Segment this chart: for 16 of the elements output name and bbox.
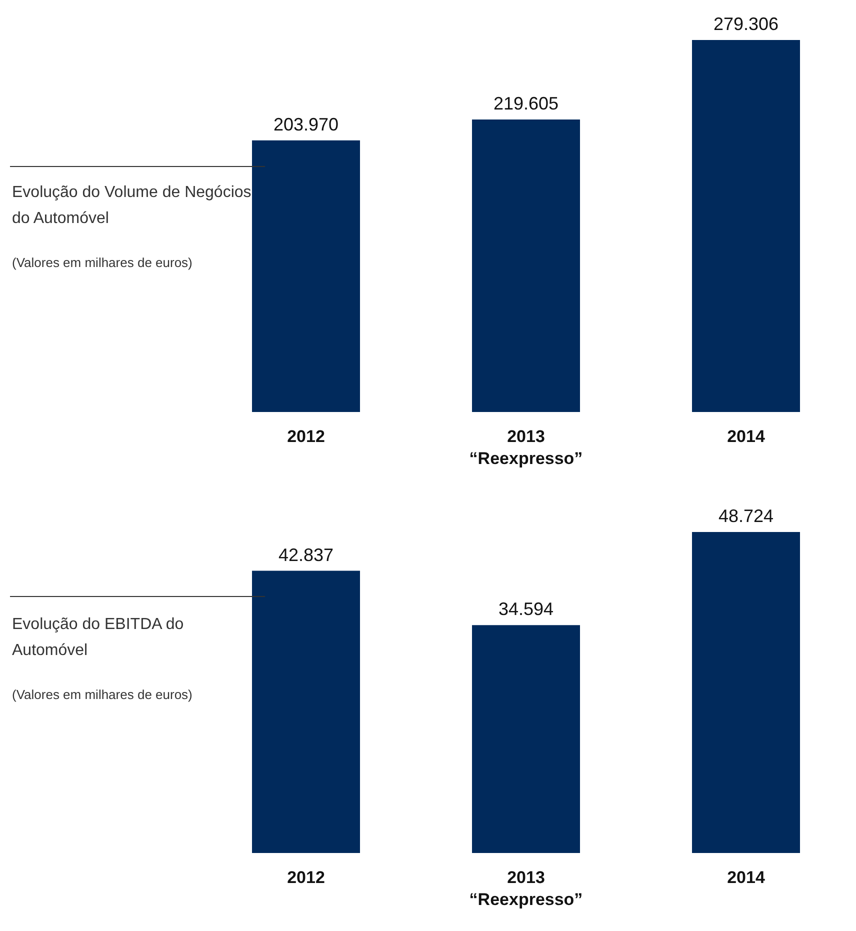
data-label: 34.594 bbox=[498, 599, 554, 620]
data-label: 48.724 bbox=[718, 506, 774, 526]
x-tick-label: 2012 bbox=[287, 868, 325, 887]
x-tick-label: 2014 bbox=[727, 868, 766, 887]
data-label: 219.605 bbox=[493, 94, 559, 114]
text: (Valores em milhares de euros) bbox=[12, 254, 194, 272]
x-tick-label: 2012 bbox=[287, 427, 325, 446]
data-label: 279.306 bbox=[713, 14, 779, 34]
data-label: 203.970 bbox=[273, 114, 339, 134]
data-label: 42.837 bbox=[278, 544, 334, 565]
text: (Valores em milhares de euros) bbox=[12, 686, 194, 704]
x-tick-label: 2013 “Reexpresso” bbox=[469, 868, 583, 909]
text: Evolução do Volume de Negócios do Automóvel bbox=[12, 183, 252, 229]
x-tick-label: 2013 “Reexpresso” bbox=[469, 427, 583, 468]
text: Evolução do EBITDA do Automóvel bbox=[12, 615, 185, 661]
x-tick-label: 2014 bbox=[727, 427, 766, 446]
